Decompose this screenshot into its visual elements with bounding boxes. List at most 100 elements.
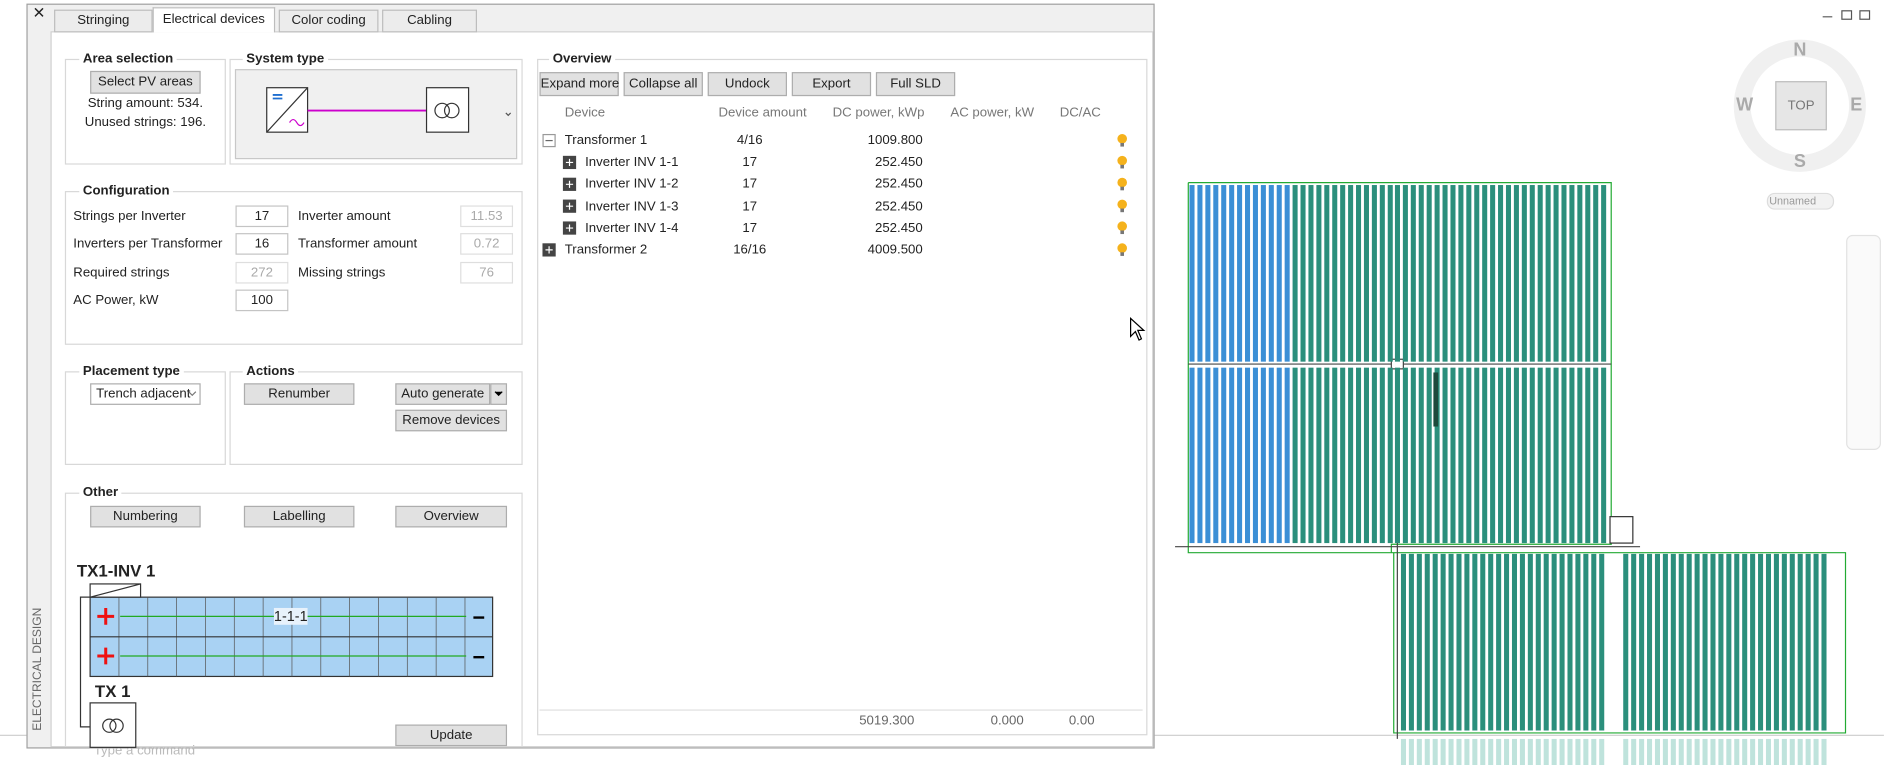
pv-table [1424, 553, 1430, 731]
pv-table [1686, 738, 1692, 765]
dropdown-arrow [494, 391, 503, 397]
pv-table [1553, 185, 1559, 362]
pv-table [1416, 738, 1422, 765]
pv-table [1583, 553, 1589, 731]
button[interactable]: Expand more [539, 72, 619, 97]
dc-power: 1009.800 [867, 133, 923, 148]
window-controls[interactable] [1822, 10, 1871, 20]
pv-table [1458, 367, 1464, 544]
pv-table [1482, 185, 1488, 362]
button[interactable]: Update [395, 724, 508, 747]
button[interactable]: Full SLD [875, 72, 956, 97]
pv-table [1213, 367, 1219, 544]
button[interactable]: Export [791, 72, 872, 97]
close-button[interactable]: ✕ [32, 3, 46, 22]
button[interactable]: Undock [707, 72, 787, 97]
pv-table [1252, 367, 1258, 544]
button[interactable]: Remove devices [395, 409, 508, 432]
label: Inverters per Transformer [73, 236, 223, 252]
button[interactable]: Select PV areas [90, 70, 201, 94]
pv-table [1505, 185, 1512, 362]
pv-table [1480, 553, 1486, 731]
button[interactable]: Collapse all [623, 72, 703, 97]
button[interactable]: Renumber [243, 383, 355, 405]
pv-table [1276, 185, 1282, 362]
pv-table [1591, 553, 1597, 731]
pv-table [1276, 367, 1282, 544]
total: 5019.300 [859, 713, 915, 729]
pv-table [1678, 553, 1684, 731]
view-selector[interactable] [1766, 192, 1835, 210]
pv-table [1537, 185, 1543, 362]
pv-table [1519, 553, 1525, 731]
pv-table [1654, 553, 1660, 731]
pv-table [1789, 738, 1795, 765]
dc-power: 252.450 [874, 220, 923, 236]
visibility-bulb [1117, 199, 1128, 210]
pv-table [1543, 553, 1549, 731]
input: 272 [235, 261, 289, 284]
pv-table [1593, 185, 1599, 362]
pv-table [1332, 367, 1338, 544]
total: 0.000 [990, 713, 1024, 729]
site-outline [1187, 182, 1847, 734]
pv-table [1456, 738, 1462, 765]
dc-power: 252.450 [874, 177, 923, 192]
pv-table [1356, 367, 1362, 544]
pv-table [1599, 553, 1605, 731]
pv-table [1189, 367, 1195, 544]
pv-table [1348, 367, 1354, 544]
tab[interactable]: Stringing [54, 9, 153, 33]
tab[interactable]: Cabling [382, 9, 477, 33]
button[interactable]: Labelling [243, 505, 355, 528]
pv-table [1400, 738, 1406, 765]
input[interactable]: 16 [235, 233, 289, 255]
pv-table [1442, 185, 1448, 362]
pv-table [1371, 367, 1377, 544]
dc-power: 252.450 [874, 155, 923, 170]
visibility-bulb [1117, 221, 1128, 232]
pv-table [1410, 185, 1416, 362]
pv-table [1292, 367, 1298, 544]
pv-table [1561, 185, 1567, 362]
pv-table [1599, 738, 1605, 765]
group-title: Area selection [79, 50, 177, 68]
select[interactable]: Trench adjacent [90, 383, 201, 405]
tab[interactable]: Color coding [278, 9, 379, 33]
pv-table [1601, 367, 1607, 544]
device-name: Inverter INV 1-2 [585, 177, 679, 192]
button[interactable]: Numbering [90, 505, 201, 528]
pv-table [1639, 553, 1645, 731]
compass-label: N [1793, 39, 1807, 61]
pv-table [1448, 553, 1454, 731]
pv-table [1466, 367, 1472, 544]
tab[interactable]: Electrical devices [152, 7, 276, 33]
pv-table [1482, 367, 1488, 544]
total: 0.00 [1068, 713, 1095, 729]
pv-table [1490, 185, 1496, 362]
pv-table [1551, 553, 1557, 731]
pv-table [1472, 553, 1478, 731]
pv-table [1813, 553, 1819, 731]
button[interactable]: Auto generate [395, 383, 491, 405]
label: Transformer amount [297, 236, 418, 252]
button[interactable]: Overview [395, 505, 508, 528]
pv-table [1585, 367, 1591, 544]
pv-table [1797, 738, 1803, 765]
pv-table [1474, 185, 1480, 362]
pv-table [1408, 738, 1414, 765]
pv-table [1758, 553, 1764, 731]
pv-table [1593, 367, 1599, 544]
pv-table [1284, 185, 1290, 362]
pv-table [1742, 738, 1748, 765]
pv-table [1647, 738, 1653, 765]
input: 76 [460, 261, 514, 284]
input[interactable]: 17 [235, 205, 289, 228]
pv-table [1308, 185, 1314, 362]
pv-table [1702, 738, 1708, 765]
pv-table [1408, 553, 1414, 731]
pv-table [1694, 553, 1700, 731]
input[interactable]: 100 [235, 289, 289, 312]
